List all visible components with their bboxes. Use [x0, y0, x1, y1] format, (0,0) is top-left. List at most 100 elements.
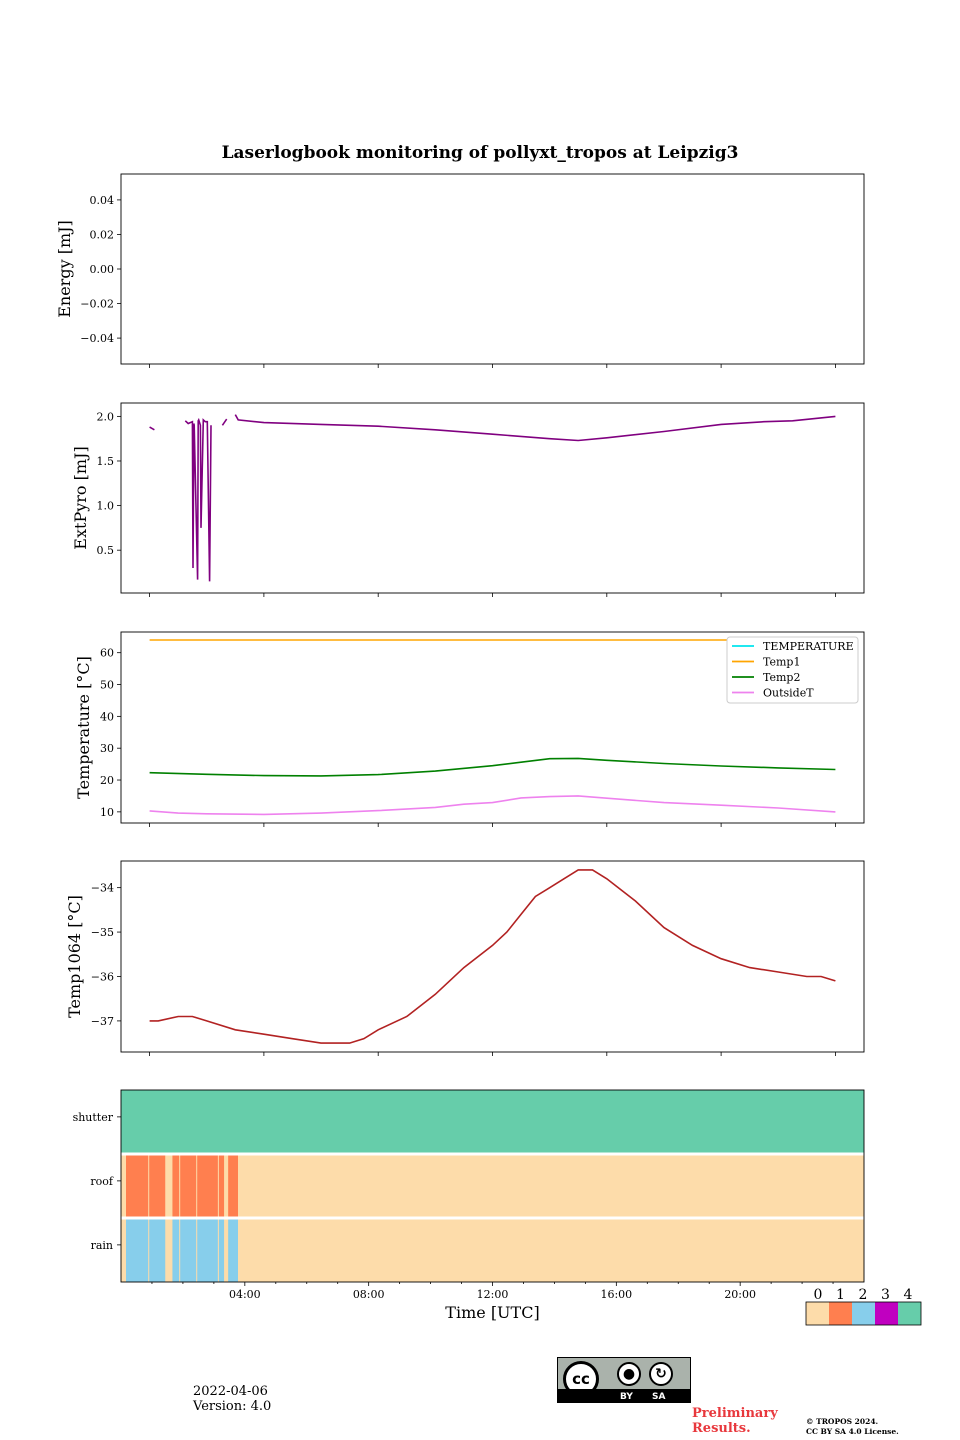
- y-tick-label: −35: [91, 926, 114, 939]
- legend-label-outsidet: OutsideT: [763, 687, 814, 700]
- status-cell-rain: [197, 1218, 218, 1282]
- status-cell-roof: [197, 1154, 218, 1218]
- preliminary-line-2: Results.: [692, 1421, 751, 1436]
- row-label-roof: roof: [90, 1175, 114, 1188]
- status-row-roof: [121, 1154, 864, 1218]
- x-tick-label: 08:00: [353, 1288, 385, 1301]
- status-row-shutter: [121, 1090, 864, 1154]
- x-tick-label: 16:00: [600, 1288, 632, 1301]
- attribution-person-icon: ●: [617, 1362, 641, 1386]
- y-axis-label: Temp1064 [°C]: [65, 895, 84, 1018]
- legend-box: [726, 636, 859, 704]
- series-temp2: [149, 757, 836, 777]
- status-cells: [121, 1090, 864, 1282]
- y-tick-label: 0.5: [97, 544, 115, 557]
- colorbar-tick-label: 1: [836, 1287, 845, 1303]
- y-tick-label: −0.02: [80, 298, 114, 311]
- cc-sa-label: SA: [652, 1392, 666, 1402]
- legend-label-temp2: Temp2: [763, 671, 800, 684]
- share-alike-icon: ↻: [649, 1362, 673, 1386]
- status-cell-roof: [228, 1154, 238, 1218]
- series-line-temp1064-0: [149, 869, 836, 1044]
- axes-frame: [120, 860, 865, 1053]
- status-cell-roof: [218, 1154, 225, 1218]
- series-temp1064: [149, 869, 836, 1044]
- y-tick-label: −37: [91, 1015, 114, 1028]
- date-label: 2022-04-06: [193, 1384, 268, 1399]
- row-label-rain: rain: [91, 1239, 113, 1252]
- legend: TEMPERATURE Temp1 Temp2 OutsideT: [726, 636, 859, 704]
- copyright-line-1: © TROPOS 2024.: [806, 1417, 879, 1426]
- colorbar-cell-1: [829, 1302, 852, 1325]
- legend-label-temp1: Temp1: [763, 656, 800, 669]
- date-version-block: 2022-04-06 Version: 4.0: [193, 1384, 271, 1414]
- panel-temp1064: −34 −35 −36 −37 Temp1064 [°C]: [65, 860, 865, 1056]
- axes-frame: [120, 1089, 865, 1283]
- colorbar-cell-3: [875, 1302, 898, 1325]
- status-cell-rain: [180, 1218, 197, 1282]
- panel-extpyro: 2.0 1.5 1.0 0.5 ExtPyro [mJ]: [71, 402, 865, 597]
- colorbar-tick-label: 0: [814, 1287, 823, 1303]
- status-cell-rain: [149, 1218, 166, 1282]
- y-tick-label: 1.0: [97, 500, 115, 513]
- series-line-outsidet-0: [149, 795, 836, 816]
- cc-badge-bar: [558, 1389, 690, 1402]
- colorbar-tick-label: 4: [904, 1287, 913, 1303]
- status-cell-rain: [228, 1218, 238, 1282]
- version-label: Version: 4.0: [193, 1399, 272, 1414]
- y-tick-label: 60: [100, 647, 114, 660]
- status-cell-rain: [126, 1218, 149, 1282]
- x-tick-label: 12:00: [477, 1288, 509, 1301]
- figure-title: Laserlogbook monitoring of pollyxt_tropo…: [222, 143, 739, 163]
- y-tick-label: 0.04: [90, 194, 115, 207]
- colorbar-cell-4: [898, 1302, 921, 1325]
- x-tick-label: 20:00: [724, 1288, 756, 1301]
- colorbar-cell-0: [806, 1302, 829, 1325]
- y-axis-label: Temperature [°C]: [74, 656, 93, 799]
- y-tick-label: 2.0: [97, 410, 115, 423]
- axes-frame: [120, 173, 865, 365]
- copyright-notice: © TROPOS 2024. CC BY SA 4.0 License.: [806, 1417, 899, 1437]
- series-line-extpyro-3: [234, 414, 836, 442]
- status-cell-roof: [172, 1154, 180, 1218]
- colorbar-tick-label: 2: [859, 1287, 868, 1303]
- legend-label-temperature: TEMPERATURE: [763, 640, 854, 653]
- y-tick-label: 0.00: [90, 263, 115, 276]
- x-axis-label: Time [UTC]: [445, 1303, 539, 1322]
- series-line-extpyro-2: [221, 418, 228, 426]
- y-axis-label: Energy [mJ]: [55, 220, 74, 318]
- cc-by-label: BY: [620, 1392, 633, 1402]
- colorbar-tick-label: 3: [881, 1287, 890, 1303]
- panel-energy: 0.04 0.02 0.00 −0.02 −0.04 Energy [mJ]: [55, 173, 865, 368]
- x-tick-label: 04:00: [229, 1288, 261, 1301]
- status-cell-rain: [218, 1218, 225, 1282]
- panel-status: shutter roof rain 04:00 08:00 12:00 16:00 20:00…: [73, 1089, 865, 1322]
- copyright-line-2: CC BY SA 4.0 License.: [806, 1427, 899, 1436]
- status-cell-roof: [180, 1154, 197, 1218]
- y-axis-label: ExtPyro [mJ]: [71, 446, 90, 549]
- row-label-shutter: shutter: [73, 1111, 114, 1124]
- y-tick-label: −34: [91, 882, 114, 895]
- cc-license-badge: cc ● ↻ BY SA: [557, 1357, 691, 1403]
- series-line-extpyro-0: [149, 426, 155, 431]
- status-cell-roof: [149, 1154, 166, 1218]
- colorbar-frame: [805, 1301, 922, 1326]
- status-row-rain: [121, 1218, 864, 1282]
- preliminary-line-1: Preliminary: [692, 1406, 778, 1421]
- series-extpyro: [149, 414, 836, 582]
- colorbar-cell-2: [852, 1302, 875, 1325]
- y-tick-label: 0.02: [90, 228, 115, 241]
- series-outsidet: [149, 795, 836, 816]
- y-tick-label: −36: [91, 970, 114, 983]
- series-line-extpyro-1: [184, 417, 212, 582]
- axes-frame: [120, 631, 865, 824]
- y-tick-label: 40: [100, 710, 114, 723]
- y-tick-label: 30: [100, 742, 114, 755]
- y-tick-label: 20: [100, 774, 114, 787]
- preliminary-notice: Preliminary Results.: [692, 1406, 778, 1436]
- y-tick-label: 10: [100, 806, 114, 819]
- y-tick-label: −0.04: [80, 332, 114, 345]
